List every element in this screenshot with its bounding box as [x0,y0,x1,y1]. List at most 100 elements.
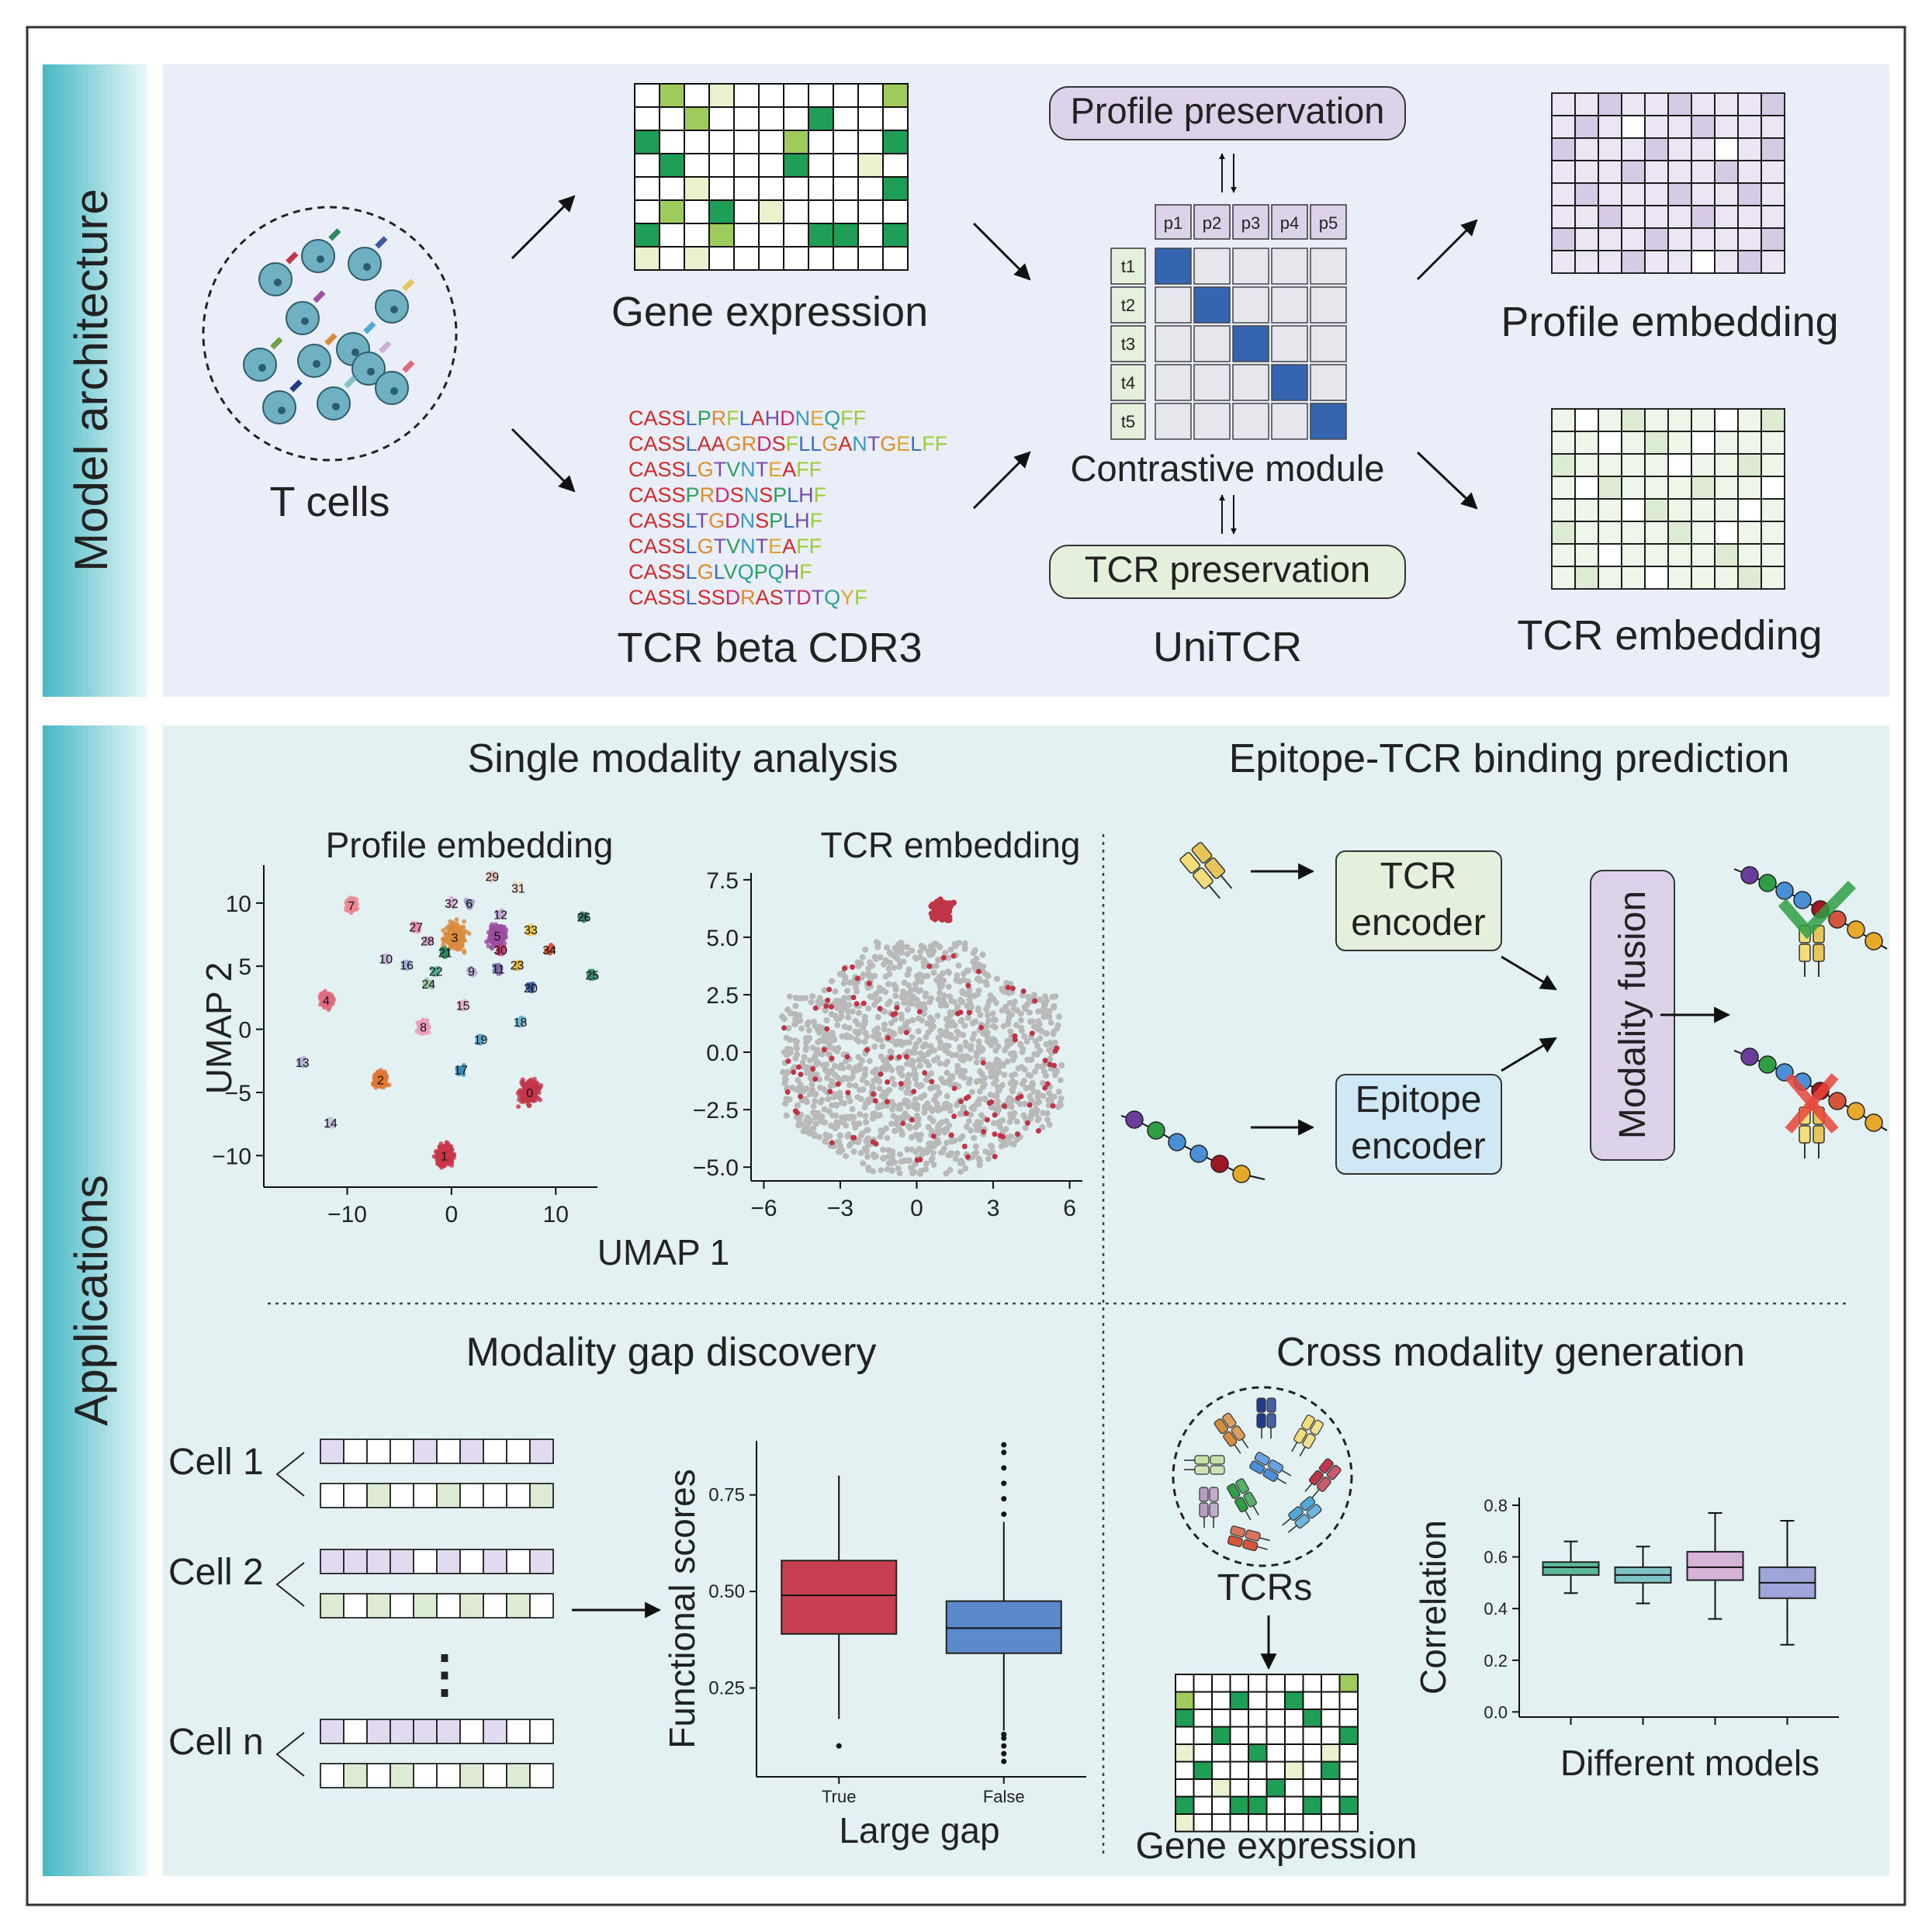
umap-cluster-label: 22 [429,966,443,979]
embedding-cell [1691,543,1716,567]
tcr-point-gray [923,1034,930,1040]
embedding-cell [1691,453,1716,477]
tcr-point-gray [881,1155,888,1162]
tcr-point-red [835,1081,841,1087]
tcr-encoder-line2: encoder [1351,902,1485,943]
cdr3-sequence: CASSLGTVNTEAFF [628,458,822,481]
tcr-point-gray [989,1010,996,1017]
tcr-point-gray [1002,1003,1009,1010]
matrix-cell [1310,364,1347,401]
embedding-cell [1667,408,1692,432]
box-outlier [1001,1465,1007,1471]
tcr-point-gray [892,1120,899,1127]
tcr-point-gray [905,971,912,978]
tcr-point-gray [850,1068,857,1075]
profile-vector-cell [320,1719,345,1744]
embedding-cell [1644,431,1669,455]
box-y-tick-label: 0.25 [708,1678,745,1699]
matrix-column-header [1232,204,1269,240]
tcr-point-red [964,1154,971,1160]
amino-acid-bead [1740,866,1759,885]
tcr-point-gray [916,1037,923,1044]
cdr3-sequence: CASSLTGDNSPLHF [628,509,822,532]
profile-vector-cell [459,1439,484,1464]
matrix-cell [684,199,710,224]
umap-point [448,1144,453,1149]
embedding-cell [1574,408,1599,432]
umap-cluster-label: 17 [454,1065,468,1078]
embedding-cell [1737,453,1762,477]
matrix-cell [882,246,909,271]
embedding-cell [1667,498,1692,522]
tcr-point-gray [1044,1008,1051,1015]
tcr-point-gray [919,1056,926,1063]
profile-vector-cell [343,1719,368,1744]
umap-cluster-label: 11 [492,963,505,976]
umap-cluster-label: 18 [514,1016,528,1030]
tcr-point-gray [967,1055,974,1061]
tcr-point-gray [891,1081,898,1088]
tcr-point-gray [802,1047,809,1053]
tcr-point-gray [924,972,931,979]
embedding-cell [1667,476,1692,500]
embedding-cell [1644,408,1669,432]
embedding-cell [1737,408,1762,432]
matrix-cell [1175,1674,1195,1693]
umap-xlabel: UMAP 1 [597,1232,729,1272]
embedding-cell [1737,566,1762,590]
embedding-cell [1761,521,1785,545]
tcr-point-gray [989,1148,996,1155]
tcr-point-gray [958,1016,965,1023]
matrix-cell [659,106,685,131]
amino-acid-bead [1864,932,1883,950]
tcr-point-gray [947,993,954,1000]
tcr-point-gray [930,1023,937,1030]
tcr-point-gray [930,969,937,976]
tcr-point-gray [836,1015,843,1022]
embedding-cell [1574,543,1599,567]
tcr-point-gray [1037,996,1044,1003]
tcrs-label: TCRs [1217,1567,1313,1608]
tcr-point-gray [838,1061,845,1068]
umap-cluster-label: 30 [493,944,507,957]
matrix-cell [758,223,784,248]
matrix-cell [1211,1743,1231,1763]
matrix-cell [659,176,685,201]
profile-vector-cell [436,1549,461,1574]
umap-cluster-label: 29 [485,871,499,885]
embedding-cell [1691,566,1716,590]
tcr-vector-cell [343,1593,368,1619]
umap-cluster-label: 10 [379,953,393,966]
tcr-point-gray [784,1006,791,1013]
t-cell-nucleus [301,317,309,325]
embedding-cell [1737,543,1762,567]
umap-point [536,1087,542,1092]
tcr-point-gray [971,947,978,954]
tcr-y-tick-label: −2.5 [693,1098,739,1124]
tcr-point-gray [808,999,815,1006]
profile-vector-cell [366,1549,391,1574]
tcr-point-red [978,1024,985,1030]
tcr-point-red [926,963,933,969]
tcr-point-gray [968,1089,975,1096]
umap-cluster-label: 32 [445,898,459,911]
embedding-cell [1621,498,1646,522]
umap-point [531,1082,536,1087]
matrix-cell [758,176,784,201]
tcr-point-gray [886,971,893,978]
embedding-cell [1714,453,1739,477]
tcr-point-gray [860,1024,867,1031]
tcr-x-tick-label: 3 [987,1196,1000,1221]
embedding-cell [1621,250,1646,274]
amino-acid-bead [1793,891,1812,909]
t-cell-nucleus [313,360,320,368]
tcr-point-gray [861,1072,868,1079]
tcr-point-red [878,1071,884,1077]
matrix-cell [1193,248,1231,285]
tcr-point-red [812,1005,819,1011]
tcr-point-gray [1039,1079,1046,1086]
tcr-point-gray [957,1046,964,1053]
tcr-point-red [980,1060,986,1066]
umap-cluster-label: 6 [466,898,473,911]
tcr-vector-cell [343,1483,368,1508]
